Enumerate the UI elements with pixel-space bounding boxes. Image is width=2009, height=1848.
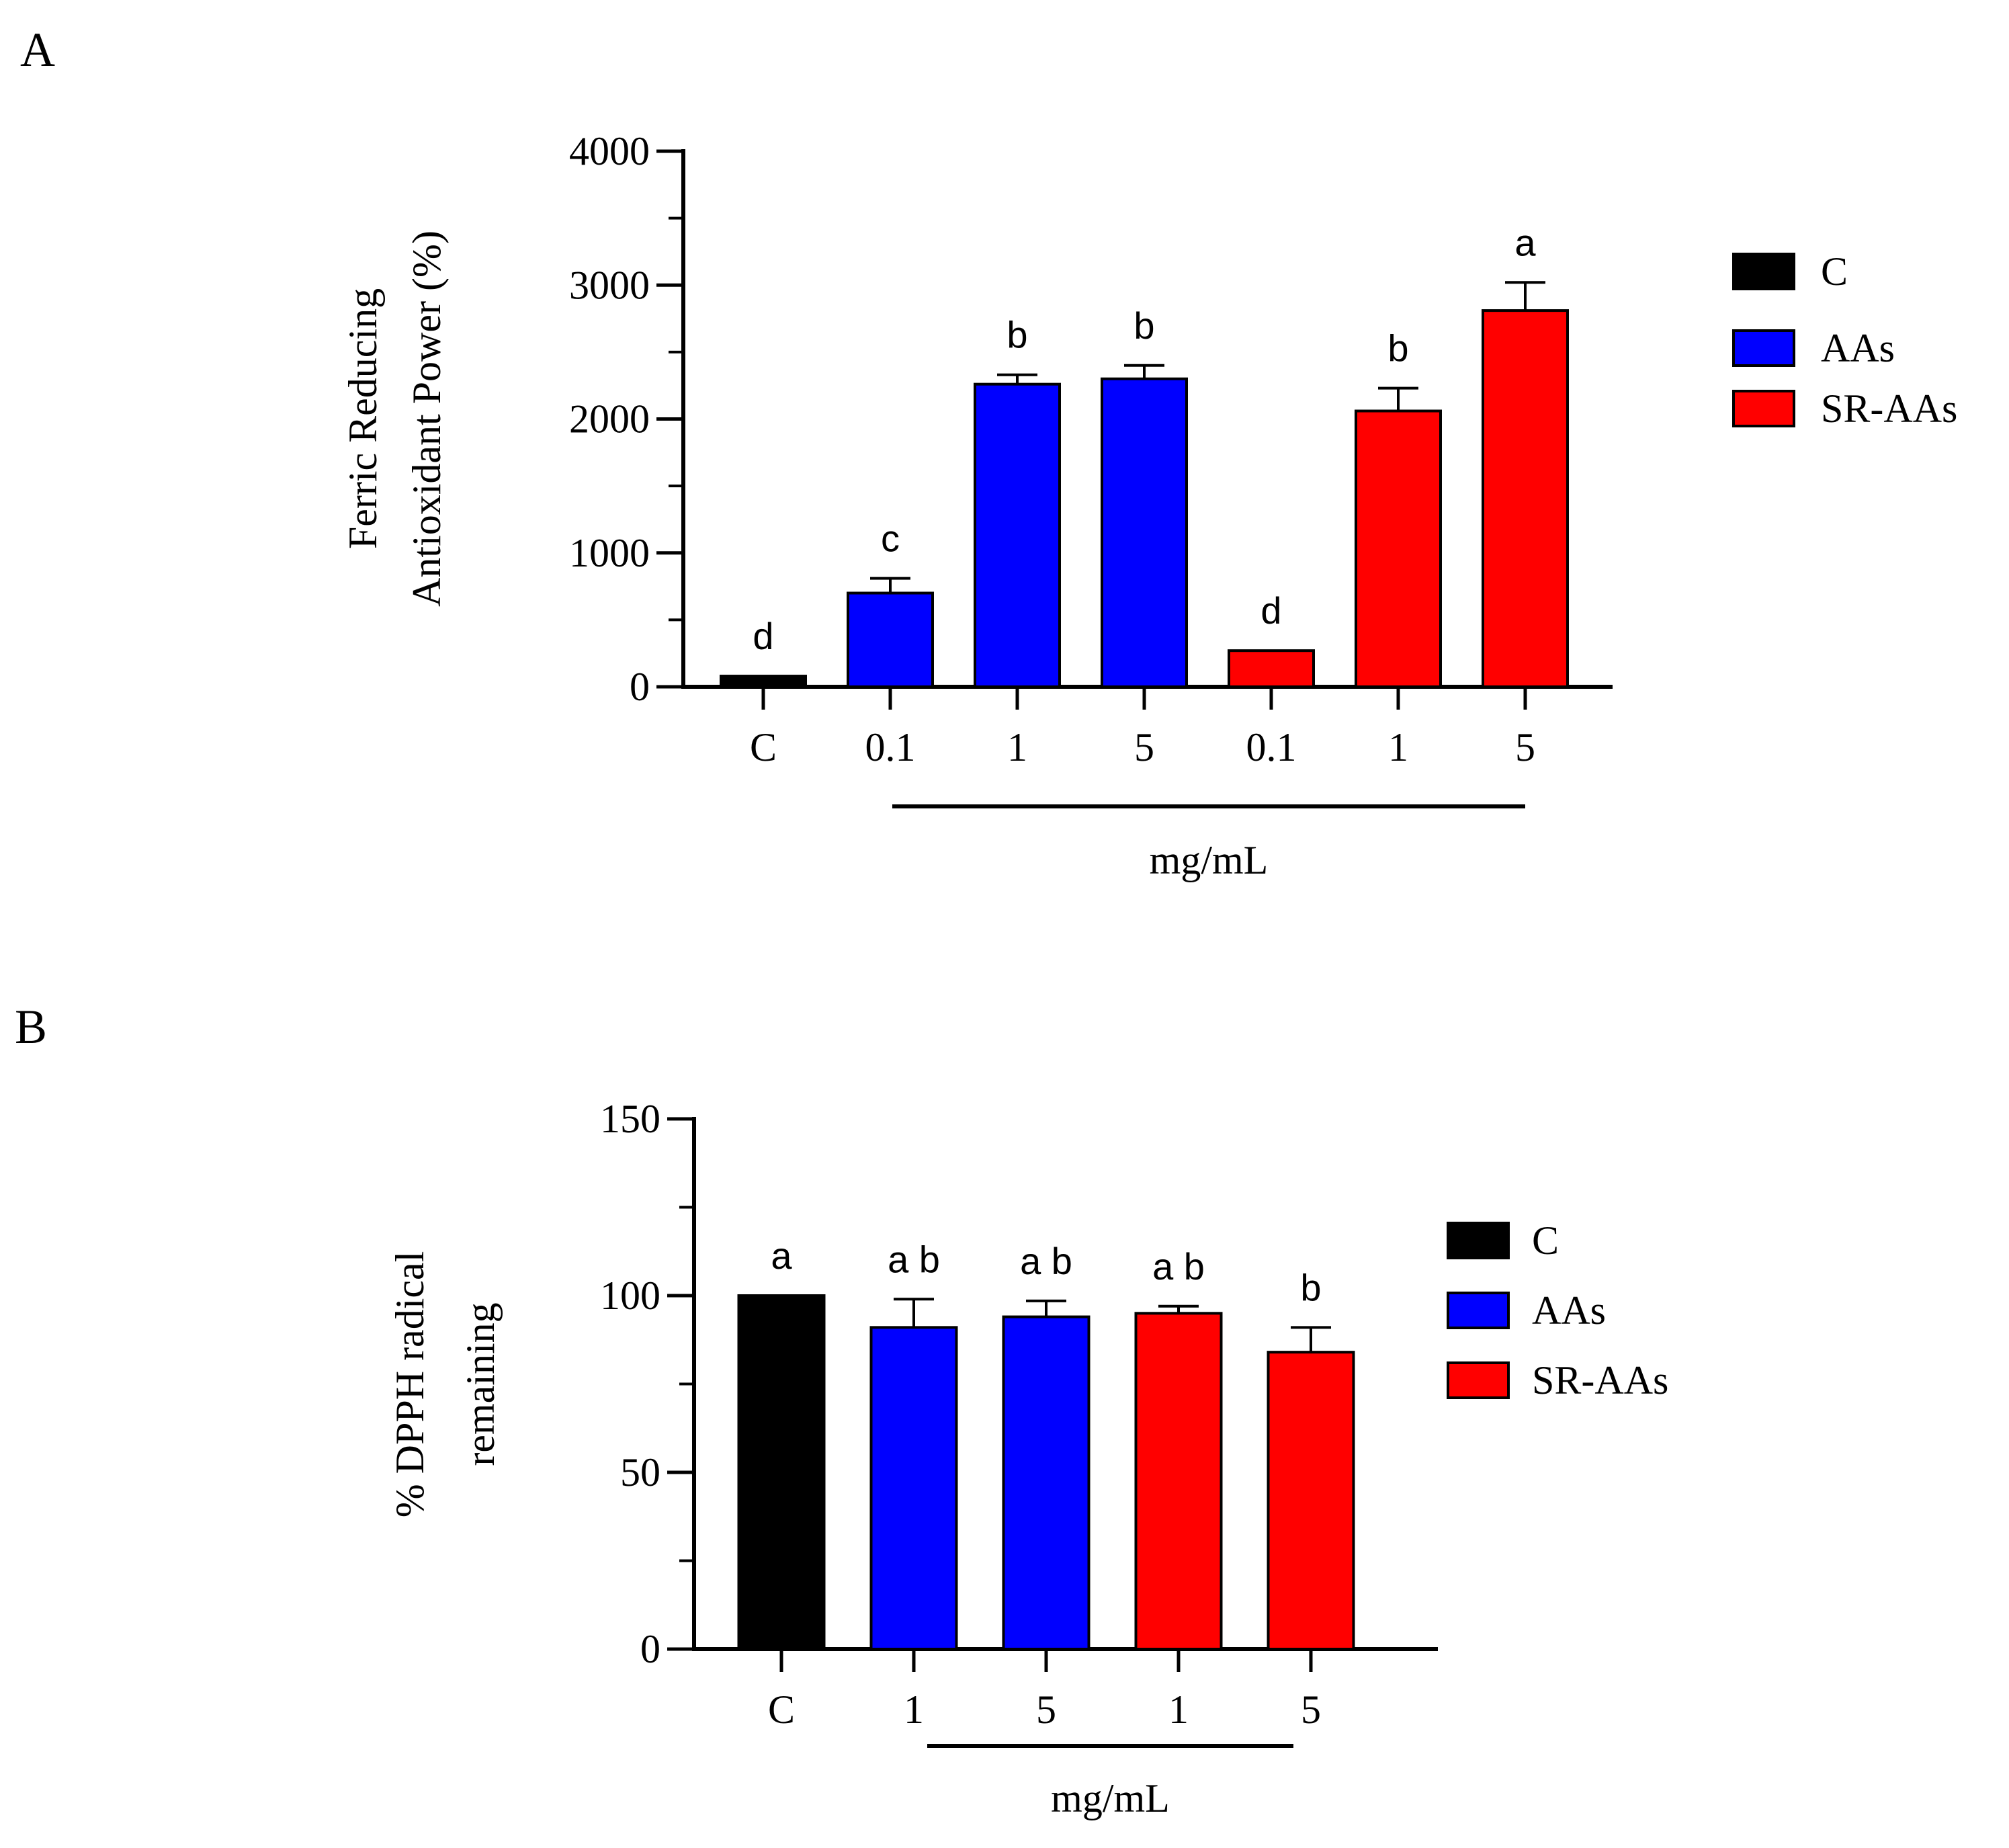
x-tick-label: 5 — [1301, 1687, 1321, 1732]
y-axis-title-line: Ferric Reducing — [341, 288, 385, 549]
legend-swatch — [1447, 1222, 1510, 1259]
significance-letter: d — [753, 615, 773, 657]
significance-letter: b — [1007, 314, 1027, 356]
bar — [1134, 1312, 1223, 1651]
significance-letter: c — [881, 517, 900, 560]
panel-a-chart: 0 1000 2000 3000 4000 d Cc 0.1 b 1 b 5 d 0.1 b 1 a 5 mg/mL… — [341, 129, 1957, 882]
x-tick-label: 1 — [1168, 1687, 1189, 1732]
legend-label: C — [1821, 249, 1848, 294]
bar — [869, 1326, 958, 1650]
y-axis-title-line: remaining — [458, 1302, 503, 1466]
bar — [737, 1294, 826, 1650]
x-tick-label: 5 — [1134, 725, 1154, 769]
y-tick-label: 4000 — [569, 129, 650, 173]
x-tick-label: 1 — [1007, 725, 1027, 769]
bar — [720, 675, 807, 688]
significance-letter: d — [1260, 589, 1281, 632]
x-tick-label: C — [750, 725, 777, 769]
y-tick-label: 2000 — [569, 397, 650, 442]
x-tick-label: 5 — [1515, 725, 1535, 769]
legend-label: C — [1532, 1218, 1559, 1263]
panel-b-letter: B — [15, 1000, 47, 1054]
bar — [1267, 1351, 1355, 1651]
legend-label: AAs — [1532, 1288, 1606, 1333]
bar — [974, 382, 1061, 688]
legend-label: SR-AAs — [1821, 386, 1957, 431]
x-axis-title: mg/mL — [1051, 1776, 1170, 1820]
legend-swatch — [1447, 1361, 1510, 1399]
y-tick-label: 100 — [600, 1273, 660, 1318]
x-axis-title: mg/mL — [1150, 838, 1269, 882]
significance-letter: a b — [1020, 1240, 1072, 1282]
significance-letter: b — [1300, 1266, 1321, 1308]
bar — [847, 591, 934, 689]
x-tick-label: C — [768, 1687, 795, 1732]
legend-swatch — [1447, 1292, 1510, 1329]
y-axis-title-line: % DPPH radical — [388, 1251, 432, 1518]
significance-letter: a — [771, 1234, 792, 1277]
bar — [1002, 1315, 1091, 1651]
y-tick-label: 3000 — [569, 263, 650, 307]
y-tick-label: 150 — [600, 1097, 660, 1141]
x-tick-label: 1 — [904, 1687, 924, 1732]
legend-swatch — [1732, 329, 1795, 367]
bar — [1228, 649, 1315, 689]
y-tick-label: 1000 — [569, 531, 650, 575]
legend-swatch — [1732, 253, 1795, 290]
x-tick-label: 0.1 — [1246, 725, 1297, 769]
bar — [1482, 309, 1569, 689]
legend-swatch — [1732, 390, 1795, 427]
significance-letter: b — [1387, 327, 1408, 370]
panel-b-chart: 0 50 100 150 a Ca b 1 a b 5 a b 1 b 5 mg/mL % DPPH rad… — [388, 1097, 1668, 1820]
legend-label: SR-AAs — [1532, 1358, 1668, 1402]
x-tick-label: 0.1 — [865, 725, 916, 769]
y-axis-title-line: Antioxidant Power (%) — [404, 230, 449, 607]
y-tick-label: 50 — [620, 1450, 660, 1495]
y-tick-label: 0 — [640, 1627, 660, 1671]
significance-letter: b — [1134, 304, 1154, 347]
significance-letter: a — [1514, 221, 1536, 263]
significance-letter: a b — [888, 1238, 940, 1280]
bar — [1101, 377, 1188, 688]
x-tick-label: 5 — [1036, 1687, 1056, 1732]
legend-label: AAs — [1821, 326, 1895, 370]
bar — [1355, 409, 1442, 688]
panel-a-letter: A — [20, 23, 55, 77]
y-tick-label: 0 — [630, 665, 650, 709]
significance-letter: a b — [1152, 1245, 1205, 1288]
x-tick-label: 1 — [1388, 725, 1408, 769]
